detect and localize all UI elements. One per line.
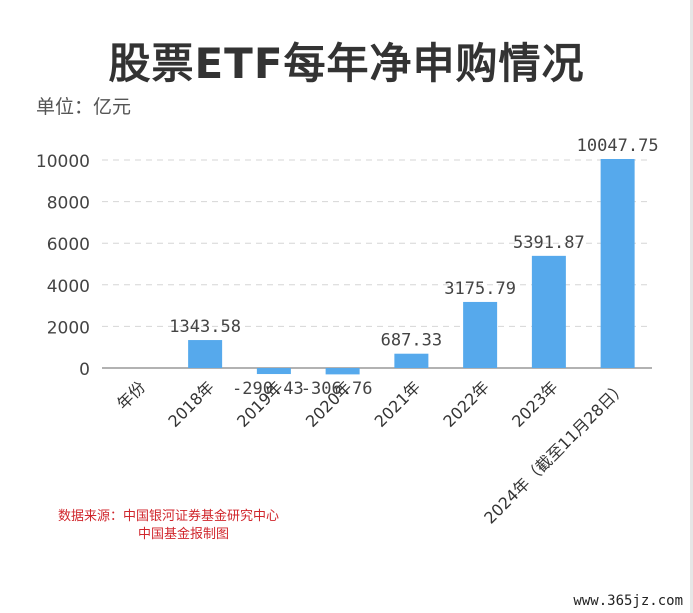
y-tick-label: 10000 <box>36 152 90 172</box>
x-tick-label: 年份 <box>113 377 149 413</box>
x-tick-label: 2018年 <box>164 377 218 431</box>
y-tick-label: 6000 <box>47 235 90 255</box>
data-label: -290.43 <box>232 379 304 399</box>
x-tick-label: 2024年（截至11月28日） <box>480 377 630 527</box>
data-label: 5391.87 <box>513 233 585 253</box>
unit-label: 单位：亿元 <box>36 96 132 118</box>
page-title: 股票ETF每年净申购情况 <box>108 39 585 88</box>
y-tick-label: 8000 <box>47 194 90 214</box>
bar <box>463 301 498 368</box>
data-label: 1343.58 <box>169 317 241 337</box>
y-tick-label: 2000 <box>47 318 90 338</box>
source-line-2: 中国基金报制图 <box>138 527 230 542</box>
bar <box>256 368 291 375</box>
data-label: 10047.75 <box>577 136 659 156</box>
bar <box>600 159 635 368</box>
data-label: 687.33 <box>381 331 442 351</box>
page-edge-divider <box>690 0 693 613</box>
bar <box>394 353 429 368</box>
source-line-1: 数据来源：中国银河证券基金研究中心 <box>58 509 280 524</box>
bar <box>531 255 566 368</box>
data-label: 3175.79 <box>444 279 516 299</box>
x-tick-label: 2021年 <box>371 377 425 431</box>
source-note: 数据来源：中国银河证券基金研究中心 中国基金报制图 <box>58 508 279 544</box>
x-tick-label: 2023年 <box>508 377 562 431</box>
data-label: -306.76 <box>301 379 373 399</box>
bar <box>188 340 223 368</box>
bar <box>325 368 360 375</box>
x-tick-label: 2022年 <box>439 377 493 431</box>
y-tick-label: 0 <box>79 360 90 380</box>
y-tick-label: 4000 <box>47 277 90 297</box>
watermark: www.365jz.com <box>573 593 683 609</box>
